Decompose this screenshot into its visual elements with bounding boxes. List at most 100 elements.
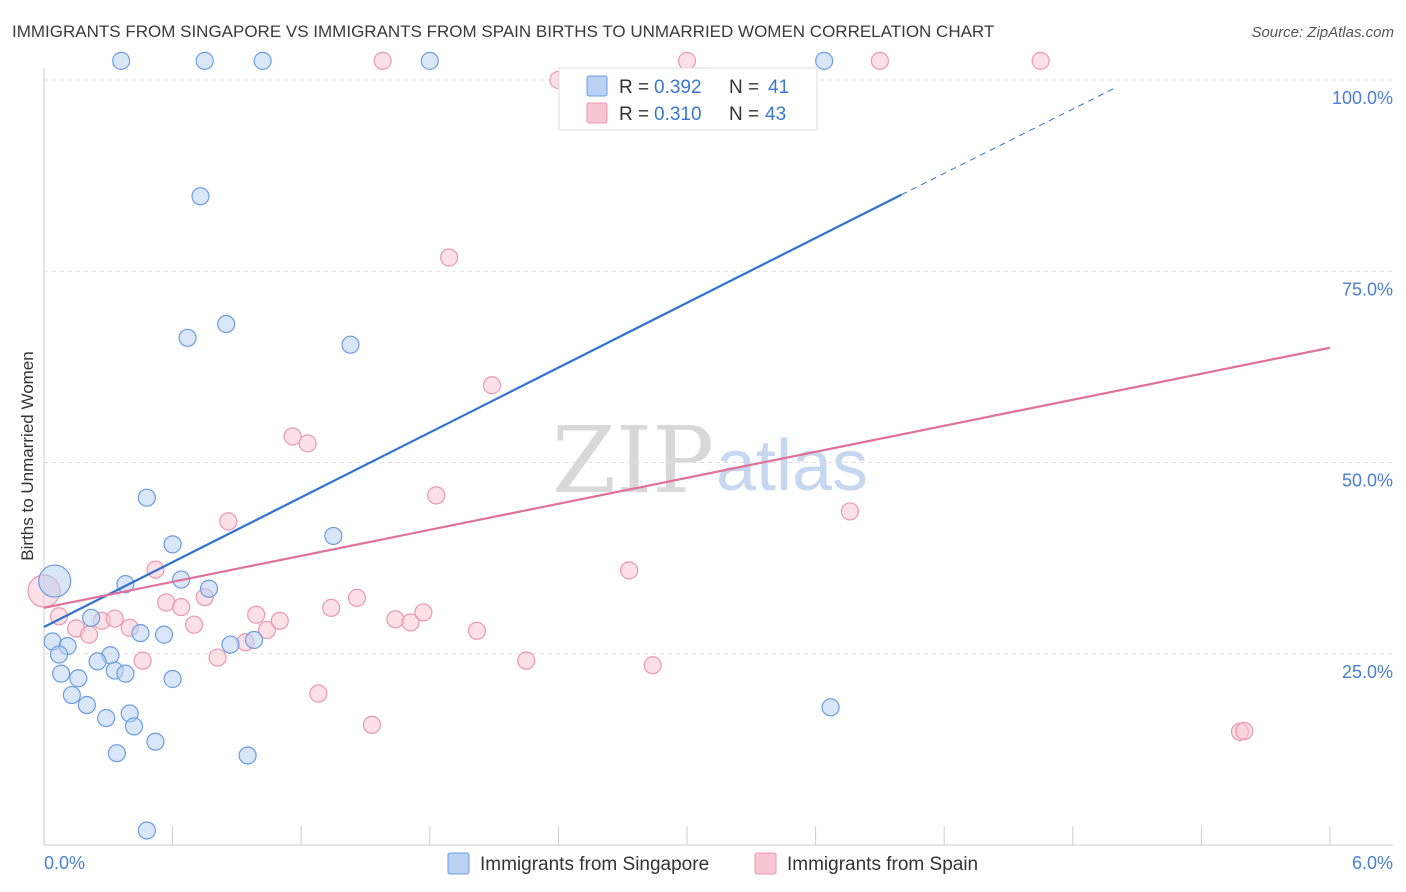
singapore-point-27 bbox=[88, 652, 107, 671]
legend-r-value-singapore: 0.392 bbox=[654, 77, 702, 98]
spain-point-17 bbox=[79, 625, 99, 644]
singapore-point-1 bbox=[195, 51, 214, 70]
singapore-point-30 bbox=[163, 669, 182, 689]
singapore-point-33 bbox=[97, 708, 116, 728]
y-tick-label-75: 75.0% bbox=[1342, 279, 1393, 299]
singapore-point-23 bbox=[221, 635, 240, 654]
x-axis-ticks bbox=[43, 826, 1331, 845]
spain-points bbox=[27, 51, 1254, 741]
spain-point-39 bbox=[309, 684, 328, 703]
legend-n-value-singapore: 41 bbox=[768, 77, 789, 98]
legend-swatch-singapore bbox=[586, 75, 608, 97]
singapore-point-31 bbox=[62, 685, 81, 705]
singapore-point-36 bbox=[146, 732, 165, 751]
singapore-point-11 bbox=[163, 535, 182, 554]
spain-point-23 bbox=[184, 615, 204, 634]
legend-n-value-spain: 43 bbox=[765, 104, 786, 125]
singapore-point-7 bbox=[217, 314, 236, 334]
spain-point-30 bbox=[386, 610, 405, 629]
spain-point-8 bbox=[298, 434, 317, 453]
singapore-point-9 bbox=[38, 564, 72, 598]
y-tick-label-50: 50.0% bbox=[1342, 471, 1393, 491]
singapore-point-29 bbox=[116, 664, 135, 683]
spain-point-32 bbox=[414, 603, 433, 622]
bottom-legend-label-spain: Immigrants from Spain bbox=[787, 854, 978, 875]
singapore-point-26 bbox=[69, 669, 88, 688]
singapore-trend-line bbox=[43, 193, 902, 628]
spain-point-26 bbox=[257, 620, 277, 640]
singapore-point-35 bbox=[124, 717, 144, 736]
legend-n-label-spain: N = bbox=[729, 104, 759, 125]
legend-r-value-spain: 0.310 bbox=[654, 104, 702, 125]
spain-point-11 bbox=[840, 502, 859, 521]
legend-r-label-spain: R = bbox=[619, 104, 649, 125]
spain-point-13 bbox=[620, 561, 639, 580]
singapore-point-4 bbox=[815, 51, 834, 70]
singapore-point-15 bbox=[324, 526, 343, 546]
singapore-trend-extension bbox=[901, 87, 1116, 196]
singapore-point-32 bbox=[77, 695, 96, 715]
y-axis-label: Births to Unmarried Women bbox=[18, 351, 37, 560]
singapore-point-8 bbox=[341, 335, 360, 354]
legend-r-label-singapore: R = bbox=[619, 77, 649, 98]
source-label: Source: ZipAtlas.com bbox=[1251, 24, 1394, 41]
spain-point-3 bbox=[1031, 51, 1050, 70]
singapore-point-10 bbox=[137, 488, 156, 507]
singapore-point-25 bbox=[52, 664, 71, 683]
bottom-legend-label-singapore: Immigrants from Singapore bbox=[480, 854, 709, 875]
singapore-point-22 bbox=[154, 625, 174, 644]
spain-point-27 bbox=[270, 611, 289, 630]
spain-point-19 bbox=[105, 609, 124, 628]
singapore-point-24 bbox=[244, 630, 264, 650]
spain-point-28 bbox=[322, 598, 341, 617]
bottom-legend-swatch-spain bbox=[754, 852, 777, 875]
spain-point-42 bbox=[1235, 721, 1254, 741]
spain-point-7 bbox=[283, 427, 302, 446]
y-tick-label-25: 25.0% bbox=[1342, 662, 1393, 682]
spain-trend-line bbox=[43, 346, 1331, 609]
legend: R = 0.392 N = 41 R = 0.310 N = 43 bbox=[558, 67, 818, 131]
singapore-point-2 bbox=[253, 51, 272, 70]
spain-point-0 bbox=[373, 51, 392, 70]
spain-point-31 bbox=[401, 613, 420, 632]
singapore-point-37 bbox=[107, 744, 126, 763]
spain-point-5 bbox=[439, 248, 459, 267]
spain-point-22 bbox=[172, 597, 191, 617]
spain-point-1 bbox=[677, 51, 697, 70]
spain-point-21 bbox=[157, 593, 176, 612]
legend-swatch-spain bbox=[586, 102, 608, 124]
y-tick-label-100: 100.0% bbox=[1332, 88, 1393, 108]
bottom-legend: Immigrants from Singapore Immigrants fro… bbox=[447, 852, 978, 875]
singapore-point-39 bbox=[821, 698, 840, 717]
spain-point-37 bbox=[517, 651, 536, 670]
y-tick-labels: 25.0% 50.0% 75.0% 100.0% bbox=[1332, 88, 1393, 682]
spain-point-35 bbox=[208, 648, 227, 667]
bottom-legend-swatch-singapore bbox=[447, 852, 470, 875]
singapore-point-0 bbox=[112, 51, 131, 70]
chart-title: IMMIGRANTS FROM SINGAPORE VS IMMIGRANTS … bbox=[12, 22, 995, 41]
spain-point-40 bbox=[362, 715, 382, 734]
spain-point-33 bbox=[467, 621, 487, 640]
spain-point-6 bbox=[482, 376, 502, 395]
spain-point-29 bbox=[347, 588, 367, 608]
watermark-zip: ZIP bbox=[552, 407, 714, 514]
singapore-point-6 bbox=[178, 328, 197, 347]
spain-point-38 bbox=[643, 656, 662, 675]
x-tick-label-end: 6.0% bbox=[1352, 853, 1393, 873]
spain-point-10 bbox=[219, 512, 238, 531]
spain-point-25 bbox=[247, 605, 266, 624]
spain-point-2 bbox=[870, 51, 890, 70]
singapore-point-19 bbox=[49, 645, 69, 664]
singapore-point-14 bbox=[199, 579, 219, 598]
singapore-point-17 bbox=[82, 608, 101, 627]
legend-n-label-singapore: N = bbox=[729, 77, 759, 98]
trend-lines bbox=[43, 87, 1331, 628]
singapore-point-3 bbox=[420, 51, 439, 70]
singapore-point-40 bbox=[137, 821, 156, 840]
singapore-points bbox=[38, 51, 840, 840]
watermark-atlas: atlas bbox=[716, 426, 868, 506]
spain-point-34 bbox=[133, 651, 152, 670]
singapore-point-5 bbox=[191, 187, 210, 206]
singapore-point-38 bbox=[238, 746, 257, 765]
